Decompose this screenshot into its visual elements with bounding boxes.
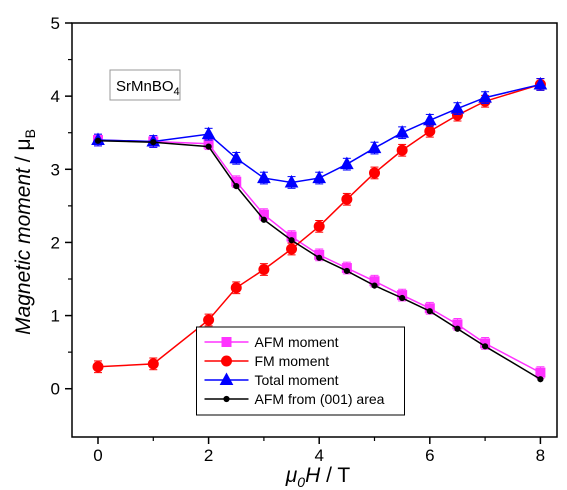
annotation-part: SrMnBO bbox=[116, 78, 174, 95]
marker bbox=[450, 101, 465, 114]
y-tick-label: 4 bbox=[51, 87, 60, 106]
y-label-sub: B bbox=[22, 129, 38, 138]
y-tick-label: 2 bbox=[51, 233, 60, 252]
y-label-part: / μ bbox=[12, 138, 35, 168]
annotation: SrMnBO4 bbox=[116, 78, 180, 98]
marker bbox=[316, 254, 323, 261]
marker bbox=[399, 294, 406, 302]
marker bbox=[92, 361, 104, 373]
marker bbox=[533, 76, 548, 90]
legend-label: AFM moment bbox=[255, 334, 339, 350]
x-label-part: μ bbox=[285, 464, 298, 487]
legend-label: FM moment bbox=[255, 353, 330, 369]
plot-frame bbox=[71, 22, 558, 438]
marker bbox=[221, 355, 232, 367]
marker bbox=[369, 167, 381, 179]
x-tick-label: 6 bbox=[425, 446, 434, 465]
marker bbox=[260, 216, 267, 223]
y-axis-label: Magnetic moment / μB bbox=[12, 129, 38, 335]
marker bbox=[223, 395, 230, 403]
marker bbox=[258, 263, 270, 275]
marker bbox=[312, 170, 327, 184]
marker bbox=[535, 367, 546, 378]
x-label-part: / T bbox=[320, 464, 350, 487]
marker bbox=[426, 308, 433, 315]
marker bbox=[482, 343, 489, 350]
y-tick-label: 1 bbox=[51, 307, 60, 326]
marker bbox=[219, 372, 234, 385]
marker bbox=[422, 112, 437, 126]
marker bbox=[284, 174, 299, 188]
marker bbox=[371, 282, 378, 289]
series-line bbox=[97, 140, 541, 380]
x-axis-label: μ0H / T bbox=[285, 464, 351, 490]
marker bbox=[343, 267, 350, 275]
x-label-part: H bbox=[305, 464, 321, 487]
x-label-sub: 0 bbox=[297, 474, 305, 490]
marker bbox=[367, 140, 382, 154]
x-tick-label: 0 bbox=[93, 446, 102, 465]
marker bbox=[221, 337, 232, 347]
marker bbox=[201, 126, 216, 140]
marker bbox=[288, 237, 295, 244]
marker bbox=[229, 150, 244, 164]
marker bbox=[478, 90, 492, 103]
marker bbox=[150, 139, 157, 146]
marker bbox=[257, 170, 271, 184]
marker bbox=[94, 137, 102, 144]
marker bbox=[286, 243, 298, 255]
y-tick-label: 3 bbox=[51, 160, 60, 179]
legend-label: Total moment bbox=[255, 372, 339, 388]
marker bbox=[340, 156, 354, 170]
y-label-part: Magnetic moment bbox=[12, 167, 35, 335]
x-tick-label: 4 bbox=[314, 446, 323, 465]
marker bbox=[424, 125, 436, 137]
legend-label: AFM from (001) area bbox=[255, 391, 385, 407]
marker bbox=[203, 314, 215, 326]
annotation-sub: 4 bbox=[174, 86, 180, 98]
marker bbox=[395, 125, 409, 138]
y-tick-label: 0 bbox=[51, 380, 60, 399]
x-tick-label: 2 bbox=[204, 446, 213, 465]
marker bbox=[313, 220, 325, 232]
marker bbox=[147, 358, 159, 370]
y-tick-label: 5 bbox=[51, 14, 60, 33]
marker bbox=[205, 143, 212, 150]
marker bbox=[230, 282, 242, 294]
marker bbox=[396, 144, 408, 156]
marker bbox=[341, 193, 353, 205]
annotation-box bbox=[109, 69, 181, 101]
marker bbox=[454, 325, 461, 332]
x-tick-label: 8 bbox=[536, 446, 545, 465]
marker bbox=[233, 183, 240, 190]
marker bbox=[537, 376, 544, 383]
legend: AFM moment FM moment Total moment AFM from … bbox=[196, 326, 405, 416]
